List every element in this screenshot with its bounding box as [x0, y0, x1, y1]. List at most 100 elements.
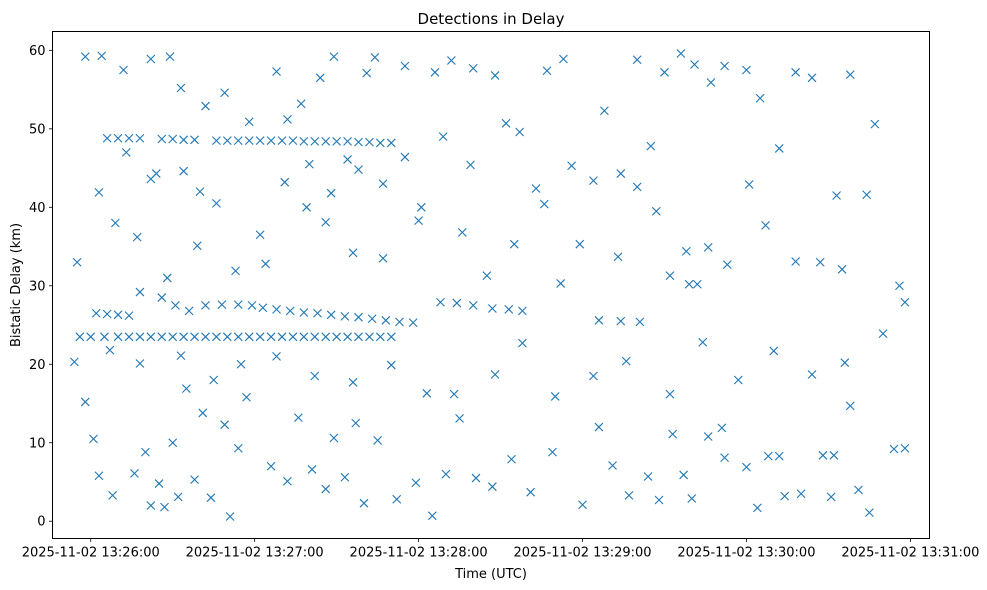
data-point-marker: [362, 68, 372, 78]
y-tick-label: 60: [29, 44, 46, 59]
data-point-marker: [168, 332, 178, 342]
data-point-marker: [889, 444, 899, 454]
data-point-marker: [343, 136, 352, 146]
y-tick-layer: 0 10 20 30 40 50 60: [29, 44, 53, 530]
data-point-marker: [692, 279, 702, 289]
data-point-marker: [717, 423, 727, 433]
data-point-marker: [176, 83, 186, 93]
data-point-marker: [654, 495, 664, 505]
data-point-marker: [679, 470, 689, 480]
data-point-marker: [539, 199, 549, 209]
data-point-marker: [280, 177, 290, 187]
data-point-marker: [807, 73, 817, 83]
data-point-marker: [288, 136, 298, 145]
data-point-marker: [526, 487, 536, 497]
data-point-marker: [436, 297, 445, 307]
data-point-marker: [307, 465, 317, 474]
data-point-marker: [233, 332, 243, 342]
data-point-marker: [466, 160, 475, 170]
y-tick-label: 10: [29, 436, 46, 451]
data-point-marker: [119, 65, 128, 75]
data-point-marker: [343, 155, 352, 164]
data-point-marker: [157, 134, 167, 144]
data-point-marker: [110, 218, 120, 228]
data-point-marker: [266, 332, 276, 342]
data-point-marker: [681, 246, 691, 256]
data-point-marker: [487, 482, 497, 492]
data-point-marker: [375, 332, 385, 342]
data-point-marker: [310, 332, 320, 342]
data-point-marker: [791, 67, 801, 77]
data-point-marker: [616, 169, 626, 178]
data-point-marker: [233, 300, 243, 310]
data-point-marker: [780, 491, 790, 501]
data-point-marker: [141, 447, 150, 457]
data-point-marker: [340, 472, 350, 482]
data-point-marker: [449, 389, 459, 399]
data-point-marker: [589, 176, 598, 186]
data-point-marker: [171, 301, 180, 310]
plot-area: [52, 31, 930, 539]
data-point-marker: [550, 392, 560, 401]
data-point-marker: [845, 401, 855, 411]
data-point-marker: [277, 136, 287, 145]
data-point-marker: [105, 345, 115, 355]
data-point-marker: [378, 179, 388, 189]
data-point-marker: [381, 315, 391, 325]
data-point-marker: [575, 239, 585, 249]
data-point-marker: [774, 451, 784, 461]
data-point-marker: [198, 408, 208, 418]
data-point-marker: [742, 462, 751, 472]
data-point-marker: [266, 461, 276, 471]
data-point-marker: [135, 332, 145, 342]
x-tick-label: 2025-11-02 13:31:00: [841, 546, 979, 561]
data-point-marker: [386, 360, 396, 370]
data-point-marker: [168, 438, 178, 448]
data-point-marker: [244, 136, 254, 145]
data-point-marker: [515, 127, 525, 137]
data-point-marker: [457, 228, 467, 237]
data-point-marker: [722, 260, 732, 269]
x-tick-layer: 2025-11-02 13:26:00 2025-11-02 13:27:00 20…: [22, 538, 979, 561]
data-point-marker: [567, 161, 576, 171]
data-point-marker: [299, 308, 309, 317]
data-point-marker: [482, 271, 492, 280]
data-point-marker: [113, 310, 123, 320]
data-point-marker: [236, 359, 246, 369]
data-point-marker: [359, 498, 369, 508]
data-point-marker: [441, 469, 451, 479]
data-point-marker: [176, 351, 186, 361]
data-point-marker: [272, 352, 281, 361]
data-point-marker: [375, 138, 385, 148]
data-point-marker: [146, 54, 156, 64]
data-point-marker: [900, 297, 910, 307]
data-point-marker: [310, 371, 320, 381]
data-point-marker: [815, 257, 825, 267]
data-point-marker: [212, 198, 221, 208]
data-point-marker: [108, 490, 117, 500]
data-point-marker: [326, 310, 336, 320]
data-point-marker: [862, 190, 872, 200]
data-point-marker: [332, 136, 342, 146]
data-point-marker: [687, 494, 697, 503]
data-point-marker: [135, 359, 145, 368]
data-point-marker: [75, 332, 85, 342]
data-point-marker: [100, 332, 109, 342]
data-point-marker: [220, 420, 230, 430]
data-point-marker: [559, 54, 568, 64]
data-point-marker: [124, 133, 134, 143]
data-point-marker: [124, 332, 134, 342]
data-point-marker: [769, 346, 779, 356]
data-point-marker: [192, 241, 202, 251]
data-point-marker: [430, 67, 440, 77]
data-point-marker: [244, 117, 254, 127]
data-point-marker: [299, 136, 309, 146]
data-point-marker: [411, 478, 421, 488]
data-point-marker: [146, 174, 156, 184]
data-point-marker: [233, 136, 243, 145]
data-point-marker: [365, 137, 374, 147]
data-point-marker: [490, 71, 500, 80]
data-point-marker: [386, 138, 396, 148]
data-point-marker: [900, 443, 910, 453]
